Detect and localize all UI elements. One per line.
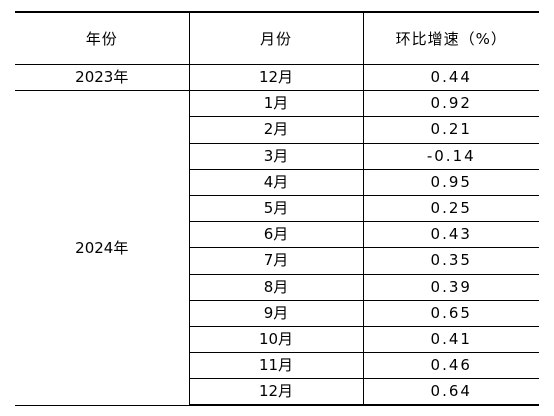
month-cell: 5月	[188, 195, 363, 223]
month-cell: 3月	[188, 143, 363, 170]
table-row: 2月 0.21	[15, 116, 539, 144]
month-cell: 7月	[188, 247, 363, 275]
header-month: 月份	[188, 11, 363, 65]
month-cell: 6月	[188, 221, 363, 249]
header-year: 年份	[15, 11, 189, 65]
header-rate: 环比增速（%）	[362, 11, 539, 65]
table-row: 2023年 12月 0.44	[15, 64, 539, 92]
month-cell: 11月	[188, 352, 363, 380]
table-row: 9月 0.65	[15, 300, 539, 327]
month-cell: 9月	[188, 300, 363, 327]
table-body: 2023年 12月 0.44 2024年 1月 0.92 2月 0.21 3月 -0.14 4月 0.…	[15, 64, 539, 407]
table-row: 5月 0.25	[15, 195, 539, 223]
rate-cell: 0.21	[362, 116, 539, 144]
table-row: 2024年 1月 0.92	[15, 90, 539, 406]
rate-cell: 0.46	[362, 352, 539, 380]
rate-cell: -0.14	[362, 143, 539, 170]
rate-cell: 0.92	[362, 90, 539, 118]
table-row: 8月 0.39	[15, 274, 539, 301]
table-row: 11月 0.46	[15, 352, 539, 380]
rate-cell: 0.41	[362, 326, 539, 354]
month-cell: 8月	[188, 274, 363, 301]
rate-cell: 0.35	[362, 247, 539, 275]
rate-cell: 0.64	[362, 378, 539, 407]
table-row: 10月 0.41	[15, 326, 539, 354]
rate-cell: 0.25	[362, 195, 539, 223]
rate-cell: 0.95	[362, 169, 539, 196]
month-cell: 12月	[188, 64, 363, 92]
table-row: 12月 0.64	[15, 378, 539, 407]
month-cell: 2月	[188, 116, 363, 144]
table-row: 4月 0.95	[15, 169, 539, 196]
month-cell: 10月	[188, 326, 363, 354]
rate-cell: 0.43	[362, 221, 539, 249]
table-row: 6月 0.43	[15, 221, 539, 249]
rate-cell: 0.39	[362, 274, 539, 301]
month-cell: 4月	[188, 169, 363, 196]
month-cell: 1月	[188, 90, 363, 118]
table-row: 7月 0.35	[15, 247, 539, 275]
rate-cell: 0.65	[362, 300, 539, 327]
year-cell: 2024年	[15, 90, 189, 406]
rate-cell: 0.44	[362, 64, 539, 92]
table-header-row: 年份 月份 环比增速（%）	[15, 11, 539, 65]
month-cell: 12月	[188, 378, 363, 407]
year-cell: 2023年	[15, 64, 189, 92]
growth-rate-table: 年份 月份 环比增速（%） 2023年 12月 0.44 2024年 1月 0.92 2月 0…	[15, 11, 539, 407]
table-row: 3月 -0.14	[15, 143, 539, 170]
